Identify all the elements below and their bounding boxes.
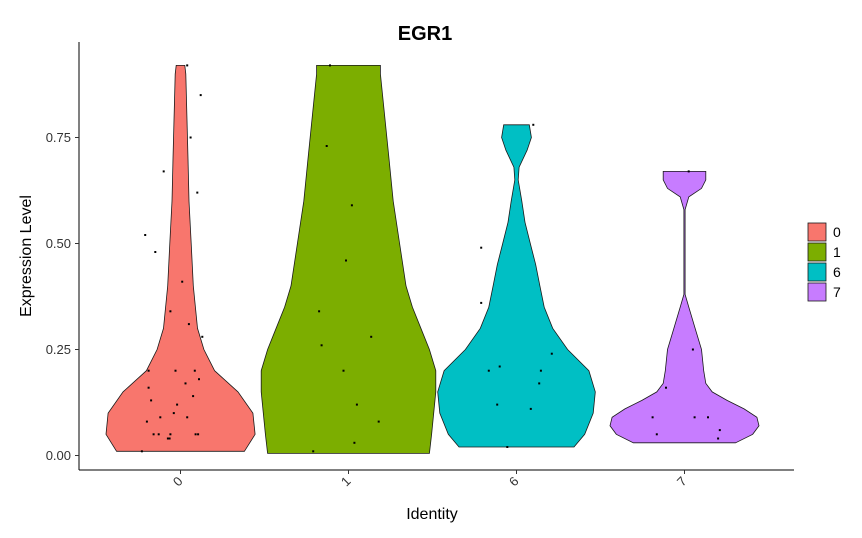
data-point (199, 94, 202, 97)
data-point (162, 170, 165, 173)
data-point (329, 64, 331, 67)
data-point (147, 386, 150, 389)
data-point (172, 412, 175, 415)
chart-title: EGR1 (398, 23, 452, 45)
data-point (693, 416, 696, 419)
violin-7 (609, 171, 760, 444)
data-point (181, 280, 184, 283)
data-point (157, 433, 160, 436)
data-point (186, 416, 189, 419)
data-point (370, 335, 373, 338)
data-point (147, 369, 150, 372)
data-point (187, 323, 190, 326)
legend-key-7 (807, 282, 827, 302)
data-point (186, 64, 189, 67)
y-tick-label: 0.50 (46, 236, 71, 251)
legend-key-1 (807, 242, 827, 262)
data-point (140, 450, 143, 453)
data-point (154, 251, 157, 253)
data-point (496, 403, 499, 406)
data-point (320, 344, 323, 347)
data-point (550, 352, 553, 355)
data-point (506, 446, 509, 448)
data-point (189, 136, 192, 139)
data-point (152, 433, 155, 436)
data-point (144, 234, 147, 236)
data-point (194, 433, 197, 436)
data-point (168, 437, 171, 440)
data-point (193, 369, 196, 372)
data-point (665, 386, 667, 389)
data-point (355, 403, 358, 406)
data-point (707, 416, 709, 419)
legend-key-6 (807, 262, 827, 282)
y-axis-title: Expression Level (18, 195, 35, 317)
data-point (350, 204, 353, 207)
data-point (718, 429, 721, 432)
data-point (176, 403, 179, 406)
data-point (480, 301, 483, 304)
legend-label: 7 (833, 284, 841, 300)
y-tick-label: 0.25 (46, 342, 71, 357)
data-point (166, 437, 169, 440)
data-point (532, 123, 535, 126)
data-point (691, 348, 694, 351)
data-point (169, 310, 172, 313)
data-point (498, 365, 501, 368)
data-point (145, 420, 148, 423)
legend-key-0 (807, 222, 827, 242)
data-point (198, 378, 200, 381)
legend: 0 1 6 7 (807, 222, 841, 302)
violin-0 (105, 65, 256, 452)
data-point (377, 420, 380, 423)
y-tick-label: 0.75 (46, 130, 71, 145)
data-point (150, 399, 153, 402)
data-point (539, 369, 542, 372)
data-point (201, 335, 204, 338)
data-point (174, 369, 177, 372)
data-point (325, 145, 328, 147)
point-layer (140, 64, 721, 453)
data-point (312, 450, 315, 453)
violin-1 (260, 65, 437, 454)
data-point (717, 437, 720, 440)
violin-6 (437, 124, 596, 448)
data-point (655, 433, 658, 436)
data-point (487, 369, 490, 372)
legend-label: 1 (833, 244, 841, 260)
data-point (197, 433, 200, 436)
legend-label: 0 (833, 224, 841, 240)
data-point (184, 382, 187, 385)
data-point (196, 191, 199, 194)
data-point (651, 416, 654, 419)
x-axis-title: Identity (406, 506, 458, 523)
violin-layer (105, 65, 760, 454)
data-point (538, 382, 541, 385)
y-axis-ticks: 0.00 0.25 0.50 0.75 (46, 130, 79, 463)
data-point (480, 246, 483, 249)
data-point (529, 407, 532, 410)
data-point (342, 369, 345, 372)
data-point (345, 259, 347, 262)
data-point (192, 395, 195, 398)
y-tick-label: 0.00 (46, 448, 71, 463)
data-point (687, 170, 690, 173)
data-point (169, 433, 172, 436)
data-point (353, 441, 356, 444)
data-point (159, 416, 162, 419)
legend-label: 6 (833, 264, 841, 280)
data-point (318, 310, 321, 313)
